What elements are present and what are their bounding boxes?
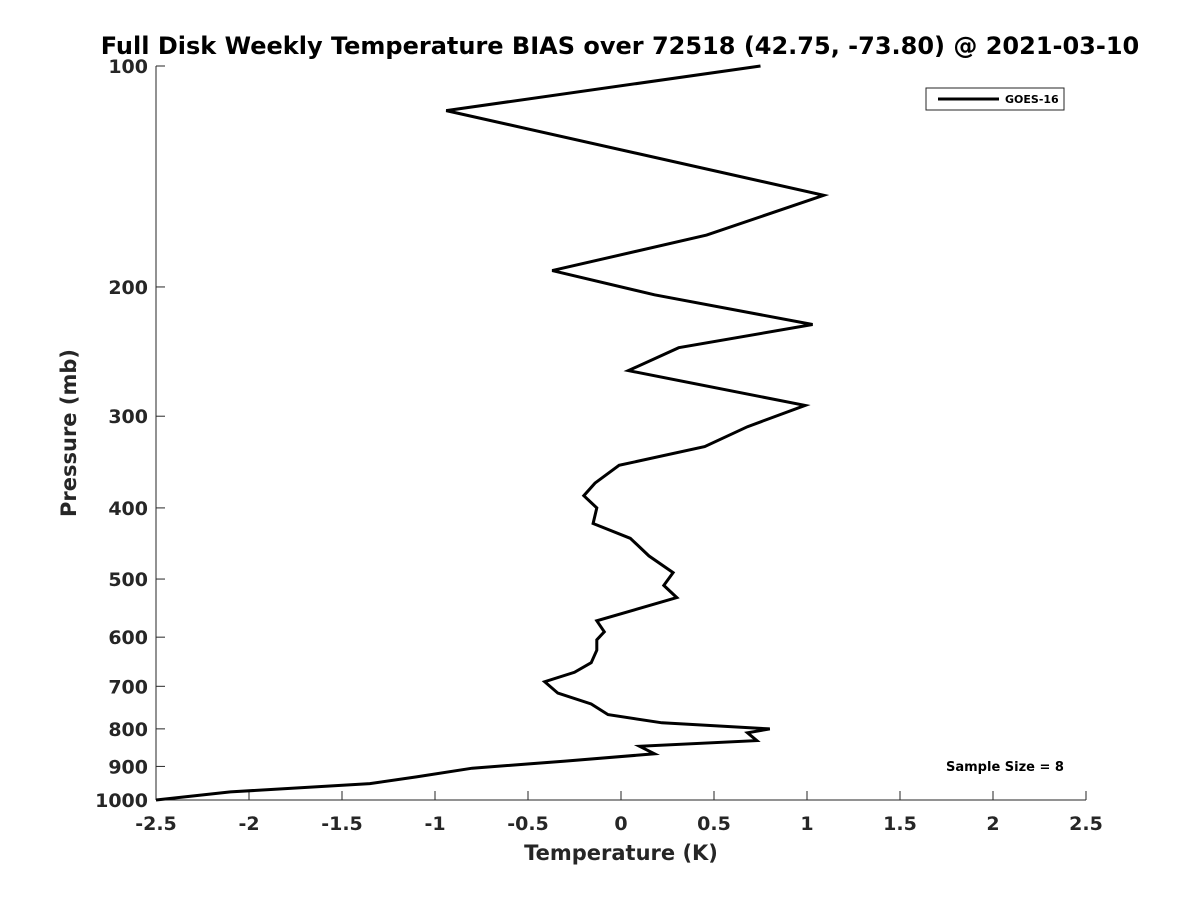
y-tick-label: 1000 (95, 790, 148, 812)
x-tick-label: 0 (614, 813, 627, 835)
x-tick-label: -1.5 (321, 813, 363, 835)
chart-title: Full Disk Weekly Temperature BIAS over 7… (101, 32, 1140, 60)
y-tick-label: 700 (108, 676, 148, 698)
y-tick-label: 200 (108, 277, 148, 299)
y-ticks: 100 200 300 400 500 600 700 800 900 1000 (95, 56, 165, 812)
x-tick-label: -2.5 (135, 813, 177, 835)
legend: GOES-16 (925, 87, 1065, 111)
series-line-goes-16 (155, 64, 830, 802)
x-tick-label: 2 (986, 813, 999, 835)
x-tick-label: 1 (800, 813, 813, 835)
y-tick-label: 400 (108, 498, 148, 520)
x-ticks: -2.5 -2 -1.5 -1 -0.5 0 0.5 1 1.5 2 2.5 (135, 791, 1103, 835)
x-tick-label: -0.5 (507, 813, 549, 835)
x-tick-label: -2 (238, 813, 259, 835)
y-tick-label: 800 (108, 719, 148, 741)
y-axis-label: Pressure (mb) (57, 349, 81, 517)
sample-size-annotation: Sample Size = 8 (946, 760, 1064, 775)
plot-area: -2.5 -2 -1.5 -1 -0.5 0 0.5 1 1.5 2 2.5 100 200 300 40… (95, 56, 1103, 835)
y-tick-label: 900 (108, 756, 148, 778)
x-tick-label: 0.5 (697, 813, 731, 835)
y-tick-label: 100 (108, 56, 148, 78)
x-tick-label: 1.5 (883, 813, 917, 835)
legend-entry-label: GOES-16 (1005, 93, 1059, 106)
x-tick-label: 2.5 (1069, 813, 1103, 835)
y-tick-label: 300 (108, 406, 148, 428)
x-tick-label: -1 (424, 813, 445, 835)
y-tick-label: 500 (108, 569, 148, 591)
y-tick-label: 600 (108, 627, 148, 649)
x-axis-label: Temperature (K) (524, 841, 718, 865)
